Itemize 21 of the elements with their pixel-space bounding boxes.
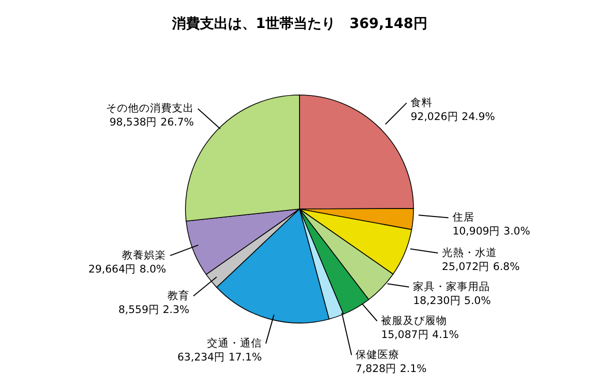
slice-label: 保健医療 xyxy=(356,348,400,361)
slice-label: 教養娯楽 xyxy=(122,248,166,262)
data-label: 98,538円 26.7% xyxy=(109,116,194,129)
chart-title: 消費支出は、1世帯当たり 369,148円 xyxy=(170,16,428,32)
slice-label: 教育 xyxy=(167,289,190,302)
slice-label: 光熱・水道 xyxy=(442,246,497,259)
data-label: 7,828円 2.1% xyxy=(356,363,427,375)
data-label: 63,234円 17.1% xyxy=(177,352,262,364)
data-label: 18,230円 5.0% xyxy=(413,295,491,307)
slice-label: 被服及び履物 xyxy=(381,314,448,327)
data-label: 25,072円 6.8% xyxy=(442,261,520,273)
slice-label: 食料 xyxy=(410,96,433,109)
slice-label: 住居 xyxy=(452,212,474,224)
data-label: 92,026円 24.9% xyxy=(410,110,496,123)
data-label: 29,664円 8.0% xyxy=(88,264,166,276)
slice-label: 交通・通信 xyxy=(206,336,262,350)
data-label: 15,087円 4.1% xyxy=(381,329,459,341)
data-label: 8,559円 2.3% xyxy=(118,304,190,316)
slice-label: その他の消費支出 xyxy=(106,102,194,115)
slice-label: 家具・家事用品 xyxy=(413,280,490,293)
data-label: 10,909円 3.0% xyxy=(452,226,530,238)
